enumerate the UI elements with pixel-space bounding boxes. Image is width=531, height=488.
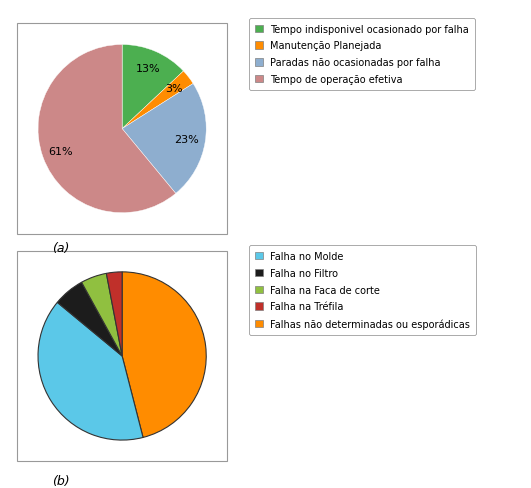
Text: (b): (b) xyxy=(52,474,70,488)
Wedge shape xyxy=(122,272,206,438)
Wedge shape xyxy=(122,84,206,194)
Text: 3%: 3% xyxy=(165,84,183,94)
Wedge shape xyxy=(122,72,193,129)
Wedge shape xyxy=(82,274,122,356)
Legend: Falha no Molde, Falha no Filtro, Falha na Faca de corte, Falha na Tréfila, Falha: Falha no Molde, Falha no Filtro, Falha n… xyxy=(249,245,476,335)
Legend: Tempo indisponivel ocasionado por falha, Manutenção Planejada, Paradas não ocasi: Tempo indisponivel ocasionado por falha,… xyxy=(249,19,475,91)
Wedge shape xyxy=(57,283,122,356)
Bar xyxy=(17,24,227,234)
Wedge shape xyxy=(106,272,122,356)
Text: 61%: 61% xyxy=(48,146,73,157)
Bar xyxy=(17,251,227,461)
Wedge shape xyxy=(38,303,143,440)
Text: 23%: 23% xyxy=(175,135,199,144)
Wedge shape xyxy=(122,45,183,129)
Text: 13%: 13% xyxy=(136,64,160,74)
Text: (a): (a) xyxy=(53,242,70,255)
Wedge shape xyxy=(38,45,176,213)
